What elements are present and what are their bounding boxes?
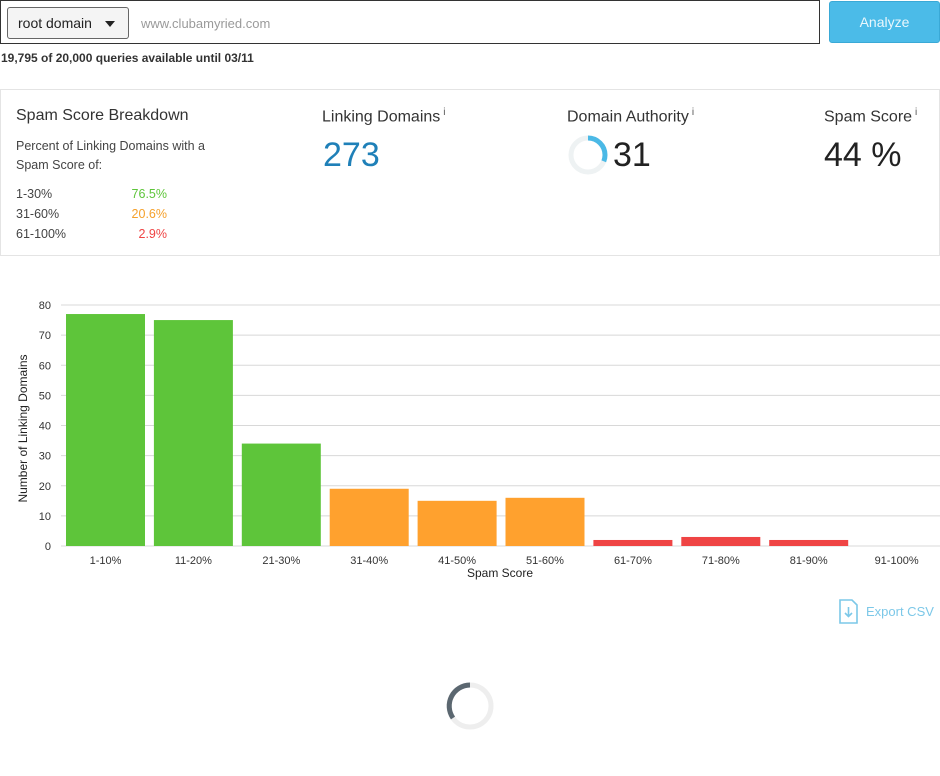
bar <box>329 488 409 546</box>
linking-domains-label: Linking Domains <box>322 108 441 126</box>
bar <box>241 443 321 546</box>
x-tick-label: 21-30% <box>262 555 300 567</box>
x-tick-label: 11-20% <box>175 555 212 567</box>
ring-progress <box>568 135 608 175</box>
export-csv-link[interactable]: Export CSV <box>838 599 934 625</box>
scope-dropdown-label: root domain <box>18 15 92 31</box>
x-tick-label: 51-60% <box>526 555 564 567</box>
domain-authority-label: Domain Authority <box>567 108 689 126</box>
y-tick-label: 0 <box>45 541 51 553</box>
linking-domains-value: 273 <box>323 136 380 174</box>
spam-score-chart: 0 10 20 30 40 50 60 70 80 1-10% 11-20% 21-30% 31-40%… <box>16 300 940 580</box>
linking-domains-title: Linking Domains i <box>322 107 446 126</box>
spam-breakdown-description: Percent of Linking Domains with a Spam S… <box>16 139 205 172</box>
domain-authority-ring <box>568 135 608 175</box>
domain-authority-title: Domain Authority i <box>567 107 694 126</box>
bar <box>505 497 585 546</box>
queries-remaining: 19,795 of 20,000 queries available until… <box>1 51 254 65</box>
breakdown-range: 1-30% <box>16 187 53 201</box>
bar <box>417 500 497 546</box>
search-bar: root domain <box>0 0 820 44</box>
bar <box>593 539 673 546</box>
breakdown-row: 1-30% 76.5% <box>16 187 167 206</box>
caret-down-icon <box>105 21 115 27</box>
breakdown-percent: 76.5% <box>131 187 167 201</box>
loading-spinner-icon <box>446 682 494 730</box>
info-icon[interactable]: i <box>915 107 918 118</box>
bar <box>769 539 849 546</box>
x-axis-title: Spam Score <box>467 566 533 580</box>
breakdown-percent: 2.9% <box>138 227 168 241</box>
y-tick-label: 20 <box>39 481 51 493</box>
bar <box>66 314 145 546</box>
x-tick-label: 61-70% <box>614 555 652 567</box>
breakdown-row: 61-100% 2.9% <box>16 227 167 246</box>
download-file-icon <box>839 599 858 624</box>
y-axis-title: Number of Linking Domains <box>16 354 30 502</box>
y-tick-label: 30 <box>39 451 51 463</box>
spam-score-label: Spam Score <box>824 108 913 126</box>
breakdown-range: 31-60% <box>16 207 60 221</box>
y-tick-label: 40 <box>39 421 51 433</box>
x-tick-label: 41-50% <box>438 555 476 567</box>
spam-score-value: 44 % <box>824 136 902 174</box>
y-tick-label: 80 <box>39 300 51 312</box>
x-tick-label: 31-40% <box>350 555 388 567</box>
y-tick-label: 10 <box>39 511 51 523</box>
metrics-panel: Spam Score Breakdown Percent of Linking … <box>0 89 940 256</box>
info-icon[interactable]: i <box>443 107 446 118</box>
x-tick-label: 81-90% <box>790 555 828 567</box>
y-tick-label: 60 <box>39 360 51 372</box>
breakdown-percent: 20.6% <box>131 207 167 221</box>
breakdown-row: 31-60% 20.6% <box>16 207 167 226</box>
scope-dropdown[interactable]: root domain <box>7 7 129 39</box>
analyze-button[interactable]: Analyze <box>829 1 940 43</box>
domain-authority-value: 31 <box>613 136 651 174</box>
spam-score-title: Spam Score i <box>824 107 917 126</box>
url-input[interactable] <box>141 9 801 37</box>
x-tick-label: 71-80% <box>702 555 740 567</box>
y-tick-label: 70 <box>39 330 51 342</box>
export-csv-label: Export CSV <box>866 604 934 619</box>
x-tick-label: 1-10% <box>90 555 122 567</box>
x-tick-label: 91-100% <box>875 555 919 567</box>
spam-breakdown-title: Spam Score Breakdown <box>16 107 189 124</box>
bar <box>681 536 761 546</box>
info-icon[interactable]: i <box>691 107 695 118</box>
bar <box>153 320 233 546</box>
breakdown-range: 61-100% <box>16 227 67 241</box>
y-tick-label: 50 <box>39 390 51 402</box>
